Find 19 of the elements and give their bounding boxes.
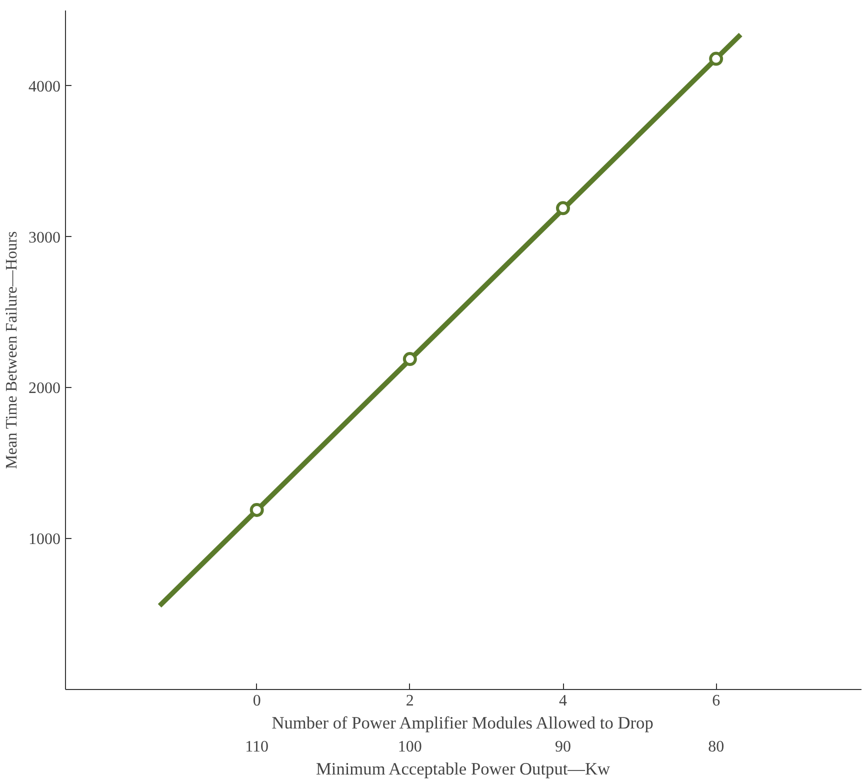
x2-tick-label: 90 bbox=[555, 738, 571, 756]
y-axis-title: Mean Time Between Failure—Hours bbox=[4, 231, 20, 470]
x-tick-label: 2 bbox=[406, 692, 414, 710]
y-tick-label: 4000 bbox=[28, 78, 60, 96]
point bbox=[709, 52, 724, 66]
point bbox=[556, 201, 570, 216]
y-tick-label: 1000 bbox=[28, 531, 60, 548]
point bbox=[402, 352, 417, 366]
x2-tick-label: 100 bbox=[398, 738, 422, 756]
y-tick-label: 3000 bbox=[28, 229, 60, 246]
x-tick-label: 0 bbox=[252, 692, 261, 710]
x-tick-label: 4 bbox=[559, 692, 567, 710]
x-axis-title: Number of Power Amplifier Modules Allowed to Drop bbox=[272, 714, 654, 732]
x2-axis-title: Minimum Acceptable Power Output—Kw bbox=[316, 760, 611, 778]
x2-tick-label: 80 bbox=[708, 738, 724, 756]
y-tick-label: 2000 bbox=[28, 380, 60, 398]
point bbox=[250, 502, 264, 517]
x2-tick-label: 110 bbox=[245, 738, 269, 756]
x-tick-label: 6 bbox=[712, 692, 720, 710]
